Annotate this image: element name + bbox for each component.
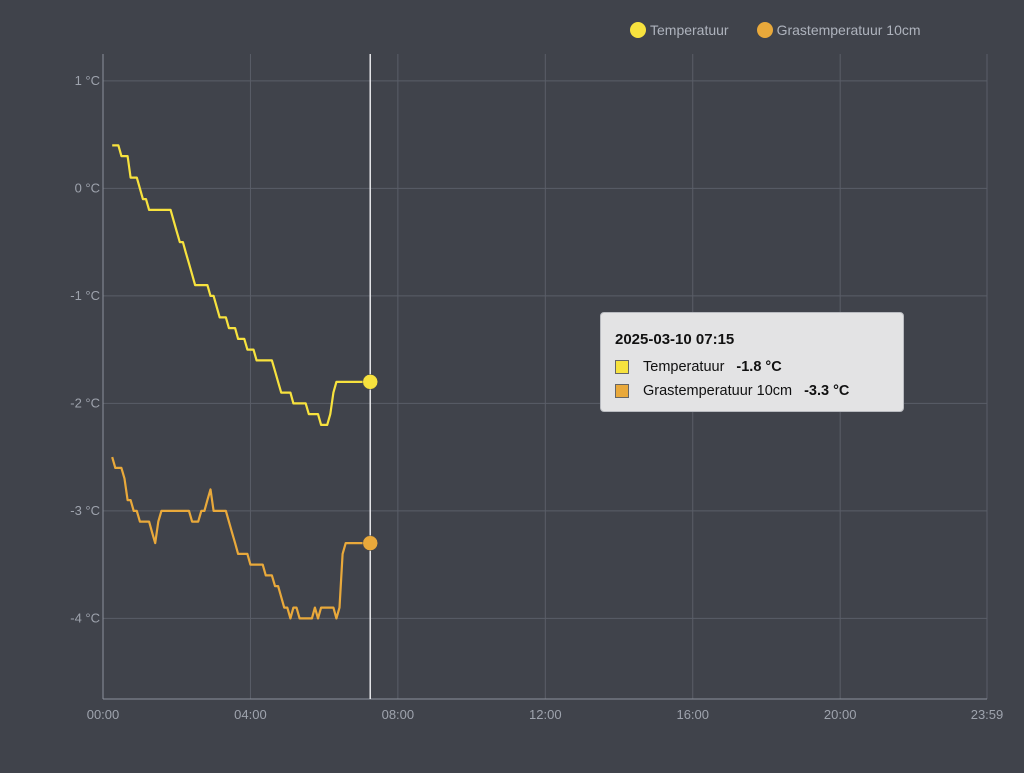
y-tick-label: -2 °C — [70, 395, 100, 410]
chart-tooltip: 2025-03-10 07:15 Temperatuur -1.8 °C Gra… — [600, 312, 904, 412]
axes — [102, 54, 987, 700]
hover-markers — [362, 374, 378, 551]
series-line-grastemperatuur — [111, 456, 371, 620]
legend-dot-icon — [756, 22, 773, 38]
hover-point-temperatuur — [362, 374, 378, 390]
color-swatch-icon — [615, 384, 629, 398]
legend-item-grastemperatuur[interactable]: Grastemperatuur 10cm — [756, 22, 921, 38]
x-tick-label: 20:00 — [824, 707, 857, 722]
y-tick-label: 1 °C — [75, 73, 100, 88]
tooltip-series-value: -3.3 °C — [804, 383, 850, 399]
y-tick-label: -1 °C — [70, 288, 100, 303]
hover-point-grastemperatuur — [362, 535, 378, 551]
grid — [102, 54, 988, 699]
tooltip-series-name: Temperatuur — [643, 359, 725, 375]
x-tick-label: 12:00 — [529, 707, 562, 722]
x-tick-label: 00:00 — [87, 707, 120, 722]
tooltip-series-name: Grastemperatuur 10cm — [643, 383, 793, 399]
x-tick-label: 16:00 — [676, 707, 709, 722]
x-tick-label: 08:00 — [382, 707, 415, 722]
y-axis-tick-labels: 1 °C 0 °C -1 °C -2 °C -3 °C -4 °C — [70, 73, 100, 626]
tooltip-title: 2025-03-10 07:15 — [615, 331, 735, 348]
x-tick-label: 23:59 — [971, 707, 1004, 722]
color-swatch-icon — [615, 360, 629, 374]
x-tick-label: 04:00 — [234, 707, 267, 722]
tooltip-series-value: -1.8 °C — [736, 359, 782, 375]
y-tick-label: 0 °C — [75, 180, 100, 195]
legend-dot-icon — [630, 22, 646, 38]
tooltip-row: Temperatuur -1.8 °C — [615, 355, 889, 379]
legend-label: Grastemperatuur 10cm — [776, 22, 921, 38]
legend-item-temperatuur[interactable]: Temperatuur — [630, 22, 729, 38]
x-axis-tick-labels: 00:00 04:00 08:00 12:00 16:00 20:00 23:59 — [87, 707, 1004, 722]
chart-legend: Temperatuur Grastemperatuur 10cm — [630, 22, 921, 38]
legend-label: Temperatuur — [650, 22, 729, 38]
y-tick-label: -4 °C — [70, 610, 100, 625]
y-tick-label: -3 °C — [70, 503, 100, 518]
series-lines — [111, 144, 371, 620]
series-line-temperatuur — [112, 144, 371, 426]
tooltip-row: Grastemperatuur 10cm -3.3 °C — [615, 379, 889, 403]
